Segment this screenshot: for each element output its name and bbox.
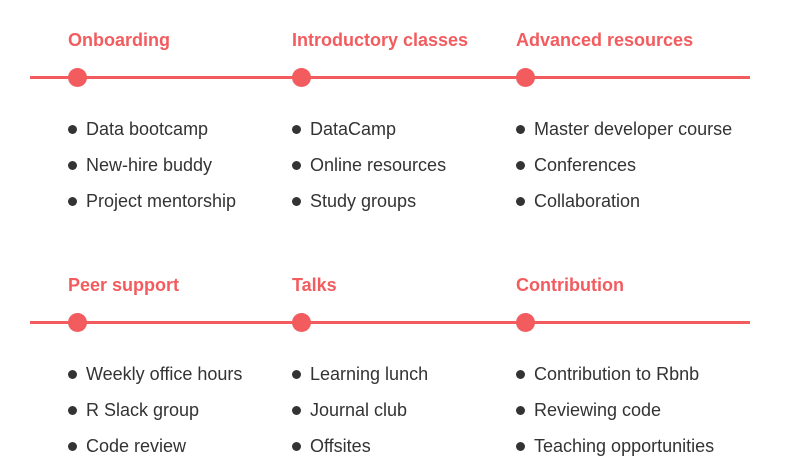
list-item-label: DataCamp	[310, 118, 397, 139]
bullet-icon	[516, 369, 525, 379]
stage-items-list: DataCamp Online resources Study groups	[292, 111, 446, 219]
list-item-label: Contribution to Rbnb	[534, 363, 700, 384]
list-item-label: Offsites	[310, 435, 371, 456]
stage-talks: Talks Learning lunch Journal club Offsit…	[292, 245, 532, 460]
stage-items-list: Weekly office hours R Slack group Code r…	[68, 356, 242, 464]
bullet-icon	[516, 441, 525, 451]
bullet-icon	[516, 405, 525, 415]
list-item-label: Master developer course	[534, 118, 733, 139]
list-item-label: New-hire buddy	[86, 154, 213, 175]
list-item: Reviewing code	[516, 392, 714, 428]
list-item-label: Journal club	[310, 399, 408, 420]
bullet-icon	[292, 124, 301, 134]
stage-title: Talks	[292, 275, 337, 295]
list-item: Journal club	[292, 392, 428, 428]
stage-advanced-resources: Advanced resources Master developer cour…	[516, 0, 756, 215]
bullet-icon	[68, 160, 77, 170]
timeline-line	[30, 321, 750, 324]
stage-title: Onboarding	[68, 30, 170, 50]
bullet-icon	[292, 369, 301, 379]
stage-dot-icon	[292, 313, 311, 332]
stage-dot-icon	[68, 68, 87, 87]
stage-title: Advanced resources	[516, 30, 694, 50]
list-item-label: Conferences	[534, 154, 637, 175]
stage-dot-icon	[68, 313, 87, 332]
list-item: Teaching opportunities	[516, 428, 714, 464]
list-item: New-hire buddy	[68, 147, 236, 183]
list-item: DataCamp	[292, 111, 446, 147]
list-item-label: Weekly office hours	[86, 363, 243, 384]
bullet-icon	[68, 196, 77, 206]
list-item-label: Collaboration	[534, 190, 641, 211]
stage-title: Peer support	[68, 275, 180, 295]
bullet-icon	[68, 369, 77, 379]
stage-items-list: Master developer course Conferences Coll…	[516, 111, 732, 219]
list-item-label: Code review	[86, 435, 187, 456]
stage-dot-icon	[516, 313, 535, 332]
stage-dot-icon	[292, 68, 311, 87]
stage-contribution: Contribution Contribution to Rbnb Review…	[516, 245, 756, 460]
list-item: Online resources	[292, 147, 446, 183]
list-item-label: Study groups	[310, 190, 417, 211]
stage-introductory-classes: Introductory classes DataCamp Online res…	[292, 0, 532, 215]
timeline-row-2: Peer support Weekly office hours R Slack…	[0, 245, 800, 460]
list-item-label: Data bootcamp	[86, 118, 209, 139]
list-item-label: Project mentorship	[86, 190, 237, 211]
list-item: Collaboration	[516, 183, 732, 219]
list-item-label: Teaching opportunities	[534, 435, 715, 456]
list-item: Data bootcamp	[68, 111, 236, 147]
stage-onboarding: Onboarding Data bootcamp New-hire buddy …	[68, 0, 308, 215]
list-item: Code review	[68, 428, 242, 464]
stage-peer-support: Peer support Weekly office hours R Slack…	[68, 245, 308, 460]
stage-items-list: Learning lunch Journal club Offsites	[292, 356, 428, 464]
stage-dot-icon	[516, 68, 535, 87]
bullet-icon	[516, 196, 525, 206]
list-item: Master developer course	[516, 111, 732, 147]
list-item: Contribution to Rbnb	[516, 356, 714, 392]
timeline-row-1: Onboarding Data bootcamp New-hire buddy …	[0, 0, 800, 215]
stage-title: Introductory classes	[292, 30, 469, 50]
list-item: Learning lunch	[292, 356, 428, 392]
bullet-icon	[516, 124, 525, 134]
list-item: Weekly office hours	[68, 356, 242, 392]
list-item-label: Learning lunch	[310, 363, 429, 384]
list-item-label: R Slack group	[86, 399, 200, 420]
list-item: Conferences	[516, 147, 732, 183]
bullet-icon	[292, 160, 301, 170]
list-item: Study groups	[292, 183, 446, 219]
bullet-icon	[292, 405, 301, 415]
stage-title: Contribution	[516, 275, 624, 295]
list-item-label: Reviewing code	[534, 399, 662, 420]
bullet-icon	[292, 196, 301, 206]
bullet-icon	[516, 160, 525, 170]
bullet-icon	[68, 405, 77, 415]
stage-items-list: Data bootcamp New-hire buddy Project men…	[68, 111, 236, 219]
stage-items-list: Contribution to Rbnb Reviewing code Teac…	[516, 356, 714, 464]
bullet-icon	[68, 124, 77, 134]
bullet-icon	[68, 441, 77, 451]
list-item-label: Online resources	[310, 154, 447, 175]
timeline-line	[30, 76, 750, 79]
list-item: Offsites	[292, 428, 428, 464]
list-item: Project mentorship	[68, 183, 236, 219]
bullet-icon	[292, 441, 301, 451]
list-item: R Slack group	[68, 392, 242, 428]
